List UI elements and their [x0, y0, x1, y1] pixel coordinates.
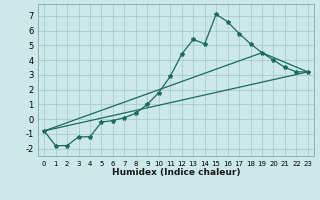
X-axis label: Humidex (Indice chaleur): Humidex (Indice chaleur) — [112, 168, 240, 177]
